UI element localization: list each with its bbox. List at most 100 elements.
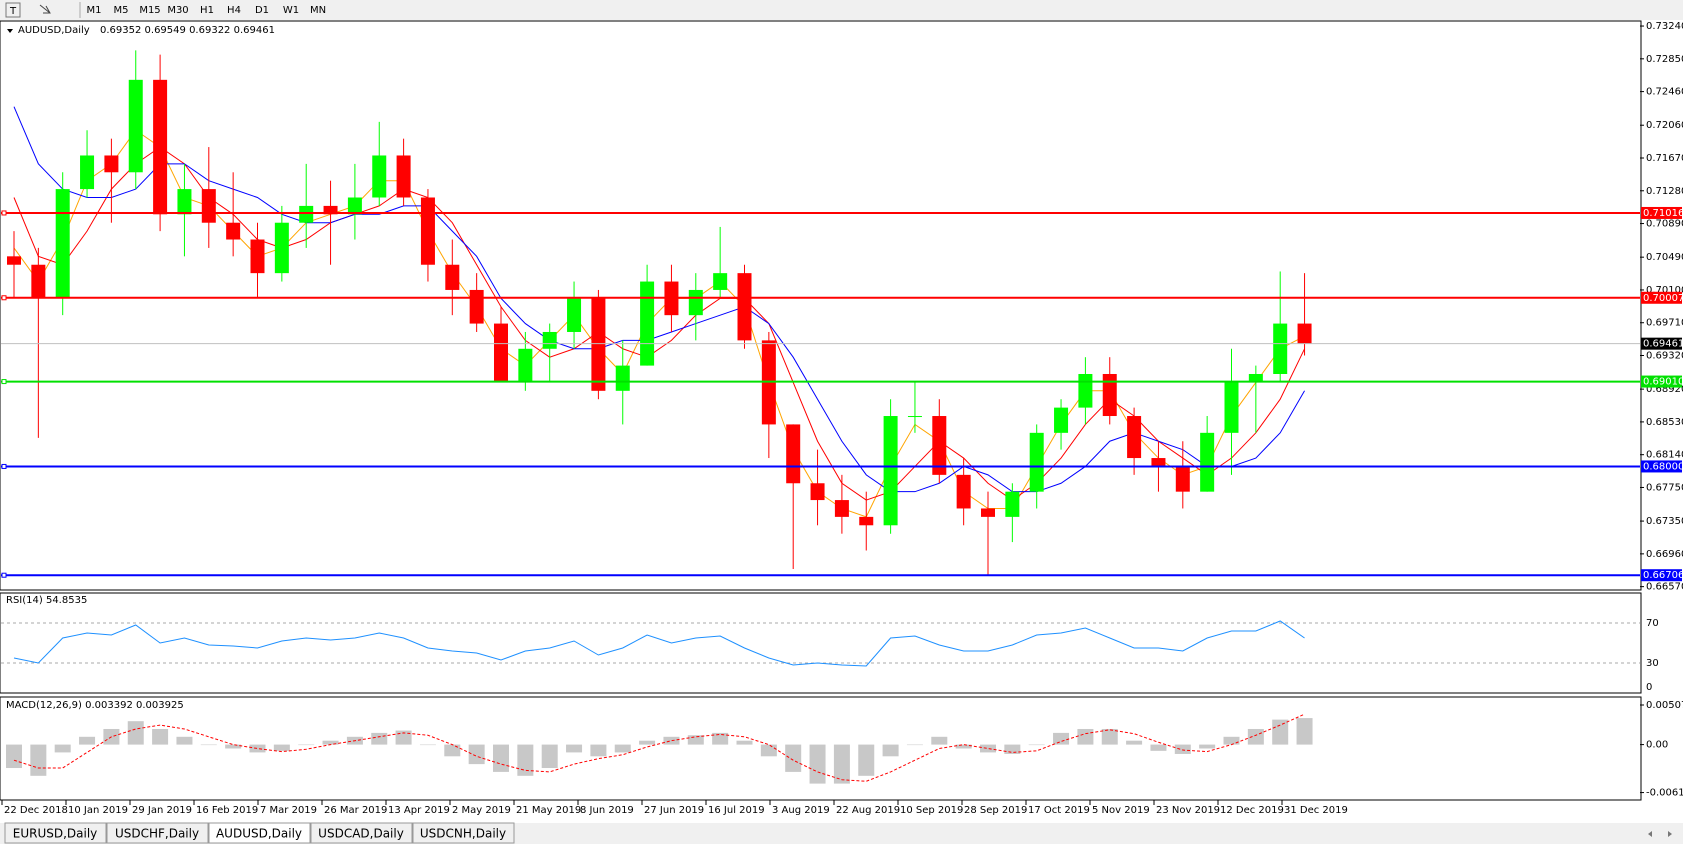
tab[interactable]: [4, 822, 107, 844]
candle-body: [786, 424, 801, 484]
timeframe-button[interactable]: MN: [310, 5, 326, 16]
timeframe-button[interactable]: M30: [167, 5, 188, 16]
tab-label[interactable]: AUDUSD,Daily: [216, 827, 302, 841]
macd-bar: [760, 744, 777, 757]
macd-bar: [517, 744, 534, 776]
macd-signal: [13, 713, 1305, 782]
tab[interactable]: [208, 822, 311, 844]
candle-body: [1297, 323, 1312, 344]
macd-bar: [273, 744, 290, 751]
candle-body: [859, 516, 874, 526]
tab-label[interactable]: USDCHF,Daily: [115, 827, 199, 841]
text-tool[interactable]: [5, 2, 21, 18]
date-label: 29 Jan 2019: [132, 805, 192, 816]
candle-body: [153, 79, 168, 215]
candle-body: [1151, 458, 1166, 467]
macd-tick-label: -0.006148: [1646, 788, 1683, 799]
timeframe-button[interactable]: W1: [283, 5, 299, 16]
level-handle[interactable]: [1, 379, 7, 385]
ohlc: 0.69352 0.69549 0.69322 0.69461: [100, 25, 275, 36]
macd-bar: [955, 744, 972, 749]
level-label: 0.66706: [1643, 570, 1683, 581]
candle-body: [494, 323, 508, 383]
cursor-tool[interactable]: [39, 4, 51, 14]
macd-bar: [176, 736, 193, 745]
macd-bar: [444, 744, 461, 757]
macd-bar: [249, 744, 266, 753]
timeframe-button[interactable]: M1: [87, 5, 102, 16]
tab[interactable]: [310, 822, 413, 844]
timeframe-button[interactable]: D1: [255, 5, 269, 16]
macd-bar: [858, 744, 875, 776]
date-label: 10 Jan 2019: [68, 805, 128, 816]
macd-bar: [152, 728, 169, 745]
macd-bar: [1101, 728, 1118, 745]
date-label: 31 Dec 2019: [1284, 805, 1348, 816]
macd-bar: [614, 744, 631, 753]
level-handle[interactable]: [1, 572, 7, 578]
level-label-box: [1641, 337, 1682, 350]
candle-body: [274, 222, 289, 274]
date-label: 13 Apr 2019: [388, 805, 450, 816]
candle-body: [128, 79, 143, 173]
candle-body: [445, 264, 460, 290]
macd-bar: [736, 740, 753, 745]
timeframe-button[interactable]: H1: [200, 5, 214, 16]
rsi-tick-label: 30: [1646, 658, 1659, 669]
rsi-tick-label: 70: [1646, 618, 1659, 629]
candle-body: [299, 205, 314, 223]
candle-body: [1175, 466, 1190, 492]
tab[interactable]: [106, 822, 209, 844]
macd-bar: [980, 744, 996, 753]
macd-bar: [1296, 718, 1313, 745]
level-handle[interactable]: [1, 210, 7, 216]
level-label: 0.69461: [1643, 339, 1683, 350]
candle-body: [469, 289, 484, 324]
level-label-box: [1641, 569, 1682, 582]
macd-bar: [1077, 728, 1094, 745]
date-label: 7 Mar 2019: [260, 805, 317, 816]
tab-label[interactable]: USDCNH,Daily: [420, 827, 506, 841]
menu-arrow[interactable]: [7, 29, 13, 33]
date-label: 12 Dec 2019: [1220, 805, 1284, 816]
candle-body: [420, 197, 435, 265]
macd-bar: [1150, 744, 1167, 751]
level-handle[interactable]: [1, 295, 7, 301]
timeframe-button[interactable]: M5: [114, 5, 129, 16]
candle-body: [104, 155, 119, 173]
macd-bar: [1272, 719, 1289, 745]
macd-bar: [687, 735, 704, 745]
timeframe-button[interactable]: H4: [227, 5, 241, 16]
candle-body: [55, 189, 70, 299]
date-label: 27 Jun 2019: [644, 805, 704, 816]
candle-body: [907, 416, 922, 418]
level-handle[interactable]: [1, 463, 7, 469]
macd-bar: [566, 744, 583, 753]
macd-bar: [371, 732, 388, 745]
tab[interactable]: [412, 822, 515, 844]
macd-bar: [298, 744, 315, 746]
level-label: 0.68000: [1643, 461, 1683, 472]
date-label: 17 Oct 2019: [1028, 805, 1090, 816]
macd-bar: [809, 744, 826, 784]
macd-bar: [6, 744, 22, 769]
candle-body: [1005, 491, 1020, 517]
tab-label[interactable]: EURUSD,Daily: [13, 827, 98, 841]
tab-label[interactable]: USDCAD,Daily: [318, 827, 404, 841]
timeframe-button[interactable]: M15: [139, 5, 160, 16]
candle-body: [201, 189, 216, 223]
moving-average: [13, 146, 1306, 501]
rsi-panel: [0, 592, 1642, 694]
macd-bar: [30, 744, 47, 776]
macd-bar: [395, 730, 412, 745]
date-label: 21 May 2019: [516, 805, 581, 816]
